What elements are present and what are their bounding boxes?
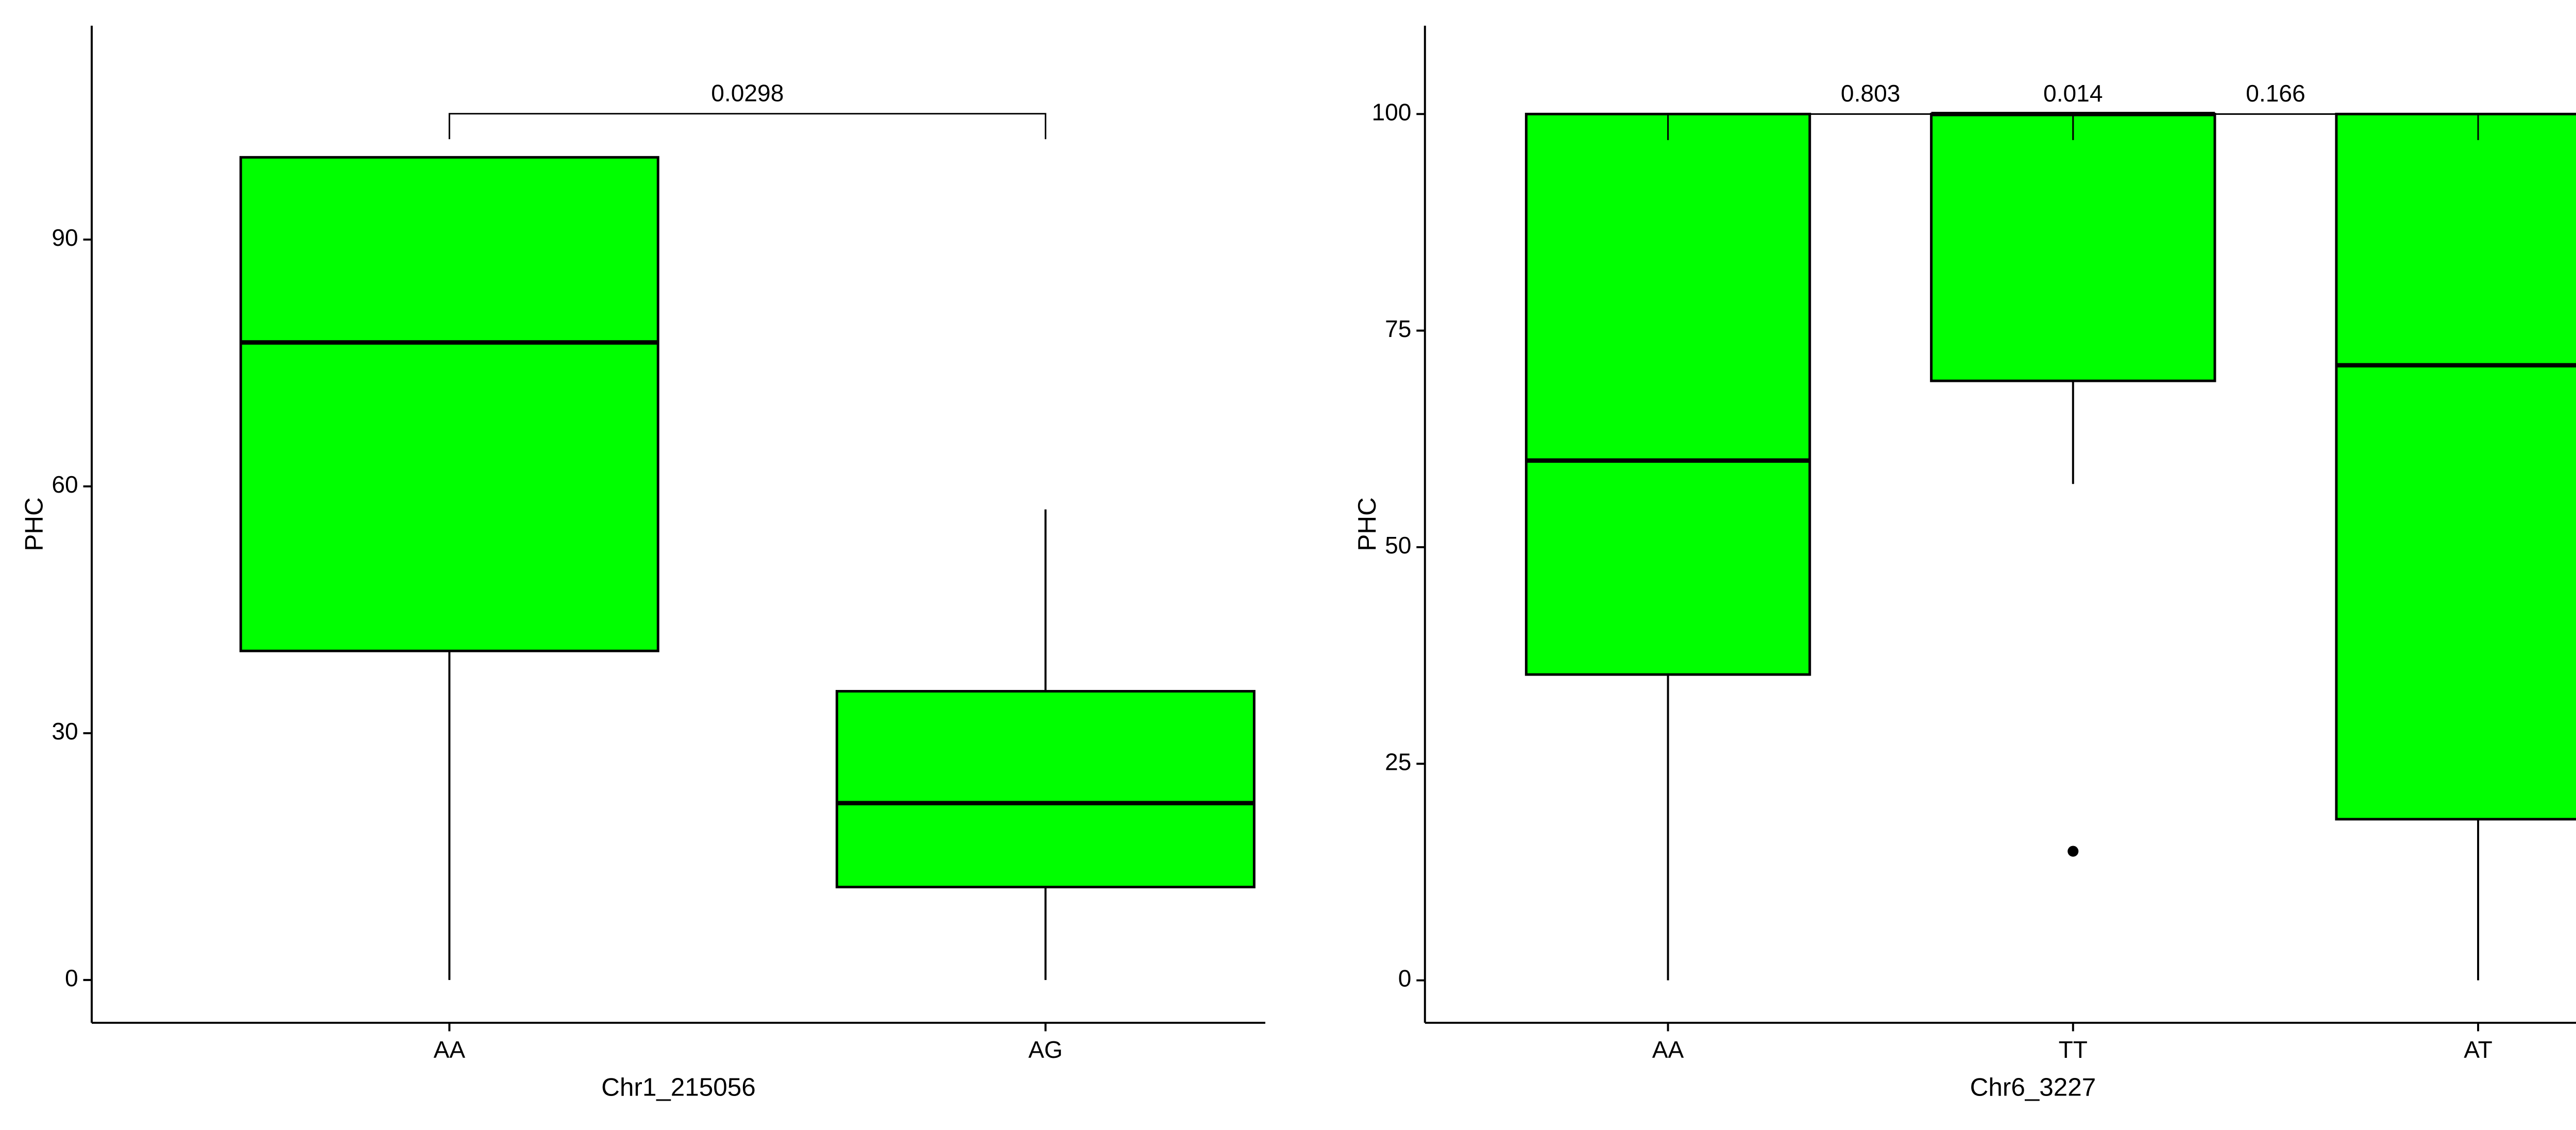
x-tick-label: TT <box>2059 1036 2088 1063</box>
box <box>1930 112 2216 382</box>
y-tick-label: 30 <box>52 718 78 745</box>
outlier <box>2067 846 2079 857</box>
x-tick-label: AA <box>1652 1036 1684 1063</box>
x-axis-label: Chr6_3227 <box>1970 1073 2096 1102</box>
significance-bracket <box>2072 113 2479 140</box>
p-value-label: 0.166 <box>2246 80 2305 107</box>
y-tick-label: 60 <box>52 471 78 498</box>
y-tick-label: 0 <box>65 965 78 991</box>
y-axis-label: PHC <box>1353 497 1381 551</box>
box <box>2335 112 2576 821</box>
y-tick-label: 25 <box>1385 748 1411 775</box>
box <box>239 156 659 652</box>
box <box>835 690 1256 888</box>
x-tick-label: AG <box>1028 1036 1063 1063</box>
significance-bracket <box>448 113 1046 140</box>
y-tick-label: 75 <box>1385 315 1411 342</box>
p-value-label: 0.803 <box>1841 80 1900 107</box>
p-value-label: 0.0298 <box>711 80 784 107</box>
y-tick-label: 90 <box>52 224 78 251</box>
x-tick-label: AT <box>2464 1036 2493 1063</box>
x-tick-label: AA <box>433 1036 465 1063</box>
y-tick-label: 100 <box>1371 99 1411 126</box>
y-tick-label: 50 <box>1385 532 1411 559</box>
y-tick-label: 0 <box>1398 965 1412 992</box>
x-axis-label: Chr1_215056 <box>601 1073 756 1102</box>
p-value-label: 0.014 <box>2043 80 2103 107</box>
box <box>1524 112 1811 676</box>
y-axis-label: PHC <box>20 497 48 551</box>
